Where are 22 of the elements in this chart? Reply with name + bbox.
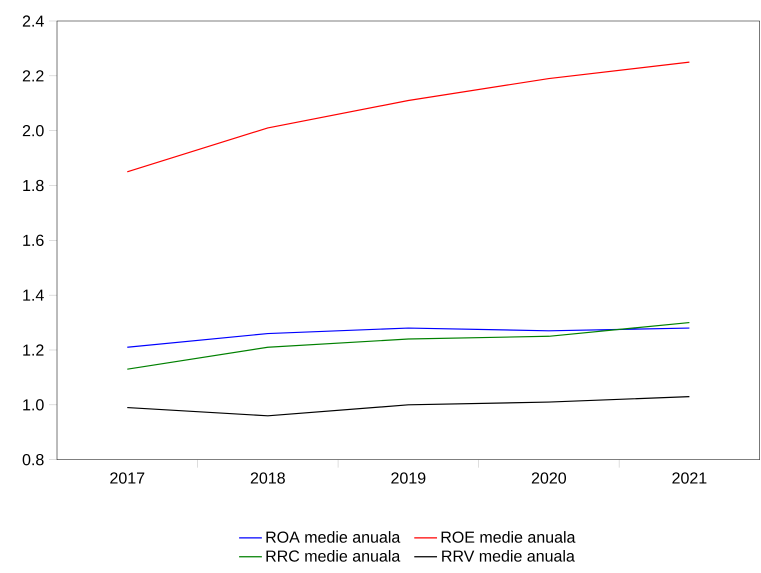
y-tick-label: 0.8	[22, 454, 44, 466]
line-series	[126, 396, 690, 416]
x-tick-label: 2021	[672, 472, 706, 484]
line-series	[126, 62, 690, 172]
x-tick-label: 2018	[250, 472, 285, 484]
y-tick-label: 1.0	[23, 399, 44, 410]
legend-label: RRC medie anuala	[266, 550, 400, 562]
x-tick-label: 2019	[391, 472, 426, 484]
y-tick-label: 1.2	[23, 344, 44, 356]
y-tick-label: 2.2	[22, 70, 44, 82]
legend-label: RRV medie anuala	[442, 550, 575, 562]
x-tick-label: 2017	[110, 472, 144, 484]
y-tick-label: 1.8	[23, 180, 44, 192]
legend-label: ROE medie anuala	[442, 531, 576, 543]
line-series	[126, 327, 690, 348]
line-series	[126, 322, 690, 370]
legend-label: ROA medie anuala	[266, 531, 400, 543]
y-tick-label: 2.4	[22, 15, 44, 27]
y-tick-label: 2.0	[22, 125, 44, 136]
y-tick-label: 1.4	[23, 290, 44, 301]
x-tick-label: 2020	[532, 472, 566, 484]
y-tick-label: 1.6	[23, 234, 44, 246]
